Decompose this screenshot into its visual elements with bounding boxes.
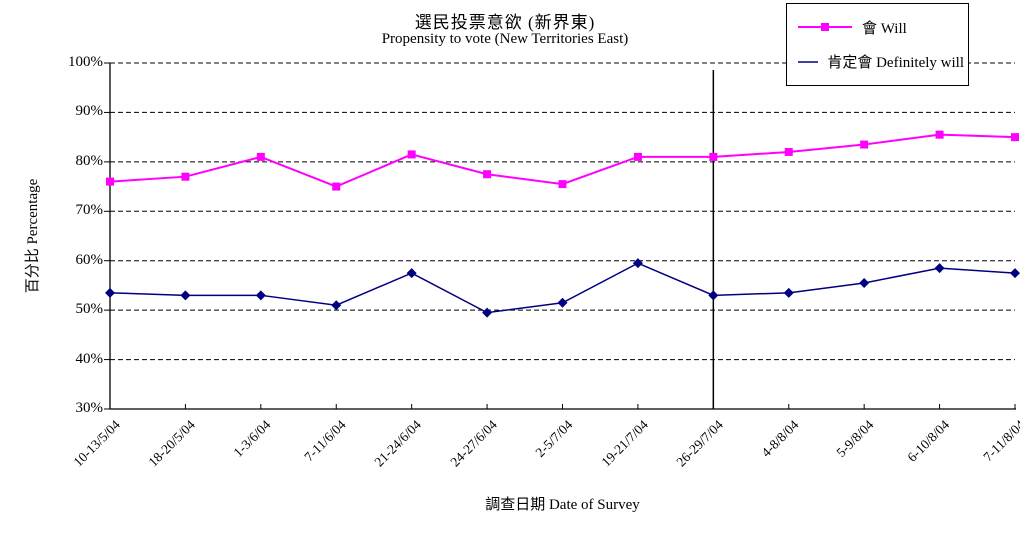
data-point-marker <box>407 150 416 159</box>
chart-title-zh: 選民投票意欲 (新界東) <box>414 13 596 32</box>
data-point-marker <box>557 297 568 308</box>
data-point-marker <box>859 277 870 288</box>
data-point-marker <box>106 177 114 186</box>
legend-label-definitely-will: 肯定會 Definitely will <box>827 55 964 72</box>
y-tick-label: 30% <box>75 400 104 416</box>
y-tick-label: 50% <box>75 301 104 318</box>
x-axis-title: 調查日期 Date of Survey <box>485 497 640 513</box>
data-point-marker <box>709 152 718 161</box>
data-point-marker <box>821 23 829 32</box>
y-tick-label: 100% <box>68 54 103 70</box>
data-point-marker <box>783 287 794 298</box>
data-point-marker <box>406 268 417 279</box>
data-point-marker <box>482 307 493 318</box>
data-point-marker <box>483 170 492 179</box>
series-line <box>109 133 1016 188</box>
legend-label-will: 會 Will <box>862 20 907 37</box>
data-point-marker <box>633 152 642 161</box>
data-point-marker <box>632 258 643 269</box>
y-tick-label: 60% <box>75 251 104 268</box>
data-point-marker <box>860 140 869 149</box>
y-tick-label: 40% <box>75 350 104 367</box>
will-series-line-icon <box>798 23 852 32</box>
y-tick-label: 90% <box>75 103 104 120</box>
legend-item-will: 會 Will <box>797 17 964 38</box>
series-definitely-will <box>105 258 1020 318</box>
chart-title-en: Propensity to vote (New Territories East… <box>381 31 629 47</box>
data-point-marker <box>558 180 567 189</box>
data-point-marker <box>935 130 944 139</box>
data-point-marker <box>1011 133 1019 142</box>
data-point-marker <box>180 290 191 301</box>
data-point-marker <box>256 152 265 161</box>
definitely-will-series-line-icon <box>798 61 819 63</box>
y-axis-title: 百分比 Percentage <box>25 178 41 294</box>
data-point-marker <box>331 300 342 311</box>
data-point-marker <box>255 290 266 301</box>
data-point-marker <box>332 182 341 191</box>
data-point-marker <box>181 172 190 181</box>
data-point-marker <box>105 287 115 298</box>
series-will <box>106 130 1019 191</box>
legend: 會 Will 肯定會 Definitely will <box>786 3 969 86</box>
legend-item-definitely-will: 肯定會 Definitely will <box>797 51 964 72</box>
data-point-marker <box>784 147 793 156</box>
y-tick-label: 80% <box>75 152 104 169</box>
data-point-marker <box>708 290 719 301</box>
data-point-marker <box>1010 268 1020 279</box>
data-point-marker <box>934 263 945 274</box>
y-tick-label: 70% <box>75 202 104 219</box>
